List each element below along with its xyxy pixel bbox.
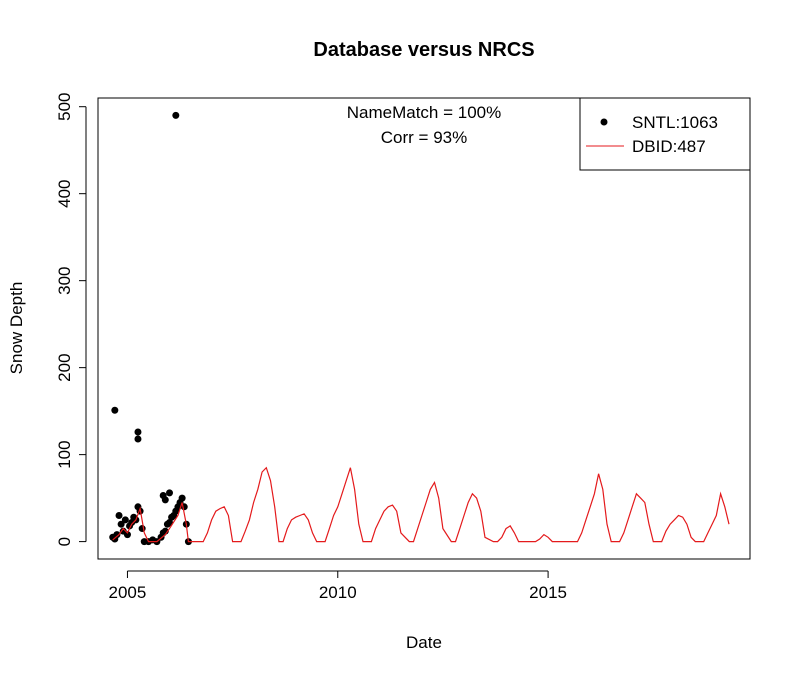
legend-box (579, 97, 751, 171)
y-axis: 0 100 200 300 400 500 (55, 93, 87, 546)
sntl-point (111, 406, 119, 414)
sntl-point (117, 520, 125, 528)
sntl-point (166, 489, 174, 497)
annotation-corr: Corr = 93% (381, 128, 467, 147)
dbid-line (112, 466, 730, 543)
sntl-point (134, 428, 142, 436)
sntl-point (161, 496, 169, 504)
chart-title: Database versus NRCS (313, 39, 534, 61)
sntl-point (115, 512, 123, 520)
annotation-namematch: NameMatch = 100% (347, 103, 502, 122)
sntl-point (138, 525, 146, 533)
sntl-point (113, 531, 121, 539)
sntl-point (134, 435, 142, 443)
y-axis-label: Snow Depth (7, 282, 26, 375)
y-tick-label: 0 (55, 537, 74, 546)
plot-area (109, 111, 730, 546)
y-tick-label: 100 (55, 440, 74, 468)
sntl-point (178, 494, 186, 502)
sntl-point (123, 531, 131, 539)
sntl-point (172, 111, 180, 119)
y-tick-label: 300 (55, 266, 74, 294)
legend-label-dbid: DBID:487 (632, 137, 706, 156)
sntl-point (121, 516, 129, 524)
x-tick-label: 2010 (319, 583, 357, 602)
x-axis: 2005 2010 2015 (109, 570, 567, 602)
y-tick-label: 500 (55, 93, 74, 121)
legend: SNTL:1063 DBID:487 (579, 97, 751, 171)
plot-box (97, 97, 751, 560)
y-tick-label: 200 (55, 353, 74, 381)
x-axis-label: Date (406, 633, 442, 652)
x-tick-label: 2015 (529, 583, 567, 602)
legend-marker-sntl (600, 118, 608, 126)
legend-label-sntl: SNTL:1063 (632, 113, 718, 132)
y-tick-label: 400 (55, 179, 74, 207)
x-tick-label: 2005 (109, 583, 147, 602)
